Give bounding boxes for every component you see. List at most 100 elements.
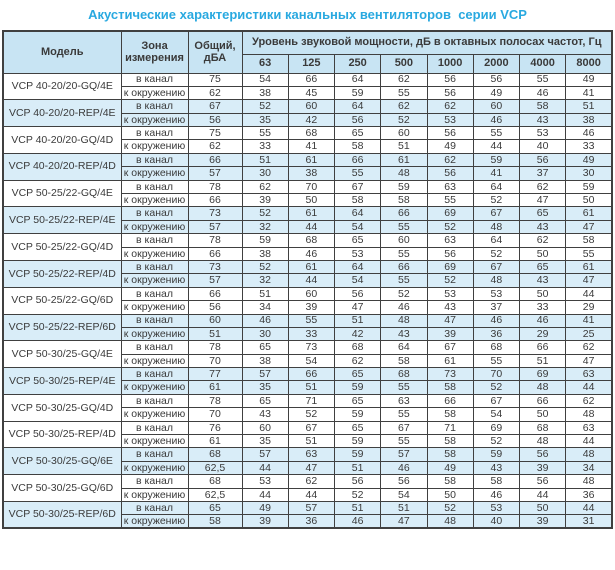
- band-250-cell: 65: [333, 393, 382, 409]
- band-8000-cell: 63: [565, 420, 613, 436]
- total-dba-cell: 62,5: [187, 487, 243, 503]
- band-500-cell: 48: [380, 166, 428, 181]
- band-250-cell: 46: [333, 514, 382, 529]
- band-8000-cell: 38: [565, 112, 613, 128]
- band-500-cell: 57: [380, 447, 428, 462]
- band-250-cell: 64: [333, 206, 382, 221]
- band-63-cell: 46: [241, 313, 289, 328]
- band-1000-cell: 56: [426, 72, 474, 87]
- band-4000-cell: 43: [518, 219, 567, 235]
- table-row: VCP 50-25/22-GQ/6D в канал 66 51 60 56 52 53 53 5…: [2, 286, 613, 315]
- band-4000-cell: 58: [518, 99, 567, 114]
- total-dba-cell: 56: [187, 112, 243, 128]
- model-name-cell: VCP 50-25/22-GQ/4E: [2, 179, 122, 208]
- table-row: к окружению 57 32 44 54 55 52 48 43 47: [3, 273, 613, 288]
- band-500-cell: 68: [380, 367, 428, 382]
- total-dba-cell: 61: [187, 380, 243, 395]
- measurement-zone-cell: к окружению: [120, 353, 189, 369]
- measurement-zone-cell: к окружению: [120, 380, 189, 395]
- band-8000-cell: 33: [565, 139, 613, 154]
- measurement-zone-cell: в канал: [120, 367, 189, 382]
- band-2000-cell: 64: [472, 233, 521, 248]
- band-1000-cell: 53: [426, 112, 474, 128]
- measurement-zone-cell: в канал: [120, 259, 189, 275]
- band-4000-cell: 29: [518, 326, 567, 342]
- total-dba-cell: 78: [187, 393, 243, 409]
- measurement-zone-cell: к окружению: [120, 326, 189, 342]
- band-4000-cell: 62: [518, 179, 567, 195]
- band-1000-cell: 49: [426, 460, 474, 476]
- band-250-cell: 54: [333, 273, 382, 288]
- band-125-cell: 51: [287, 380, 336, 395]
- total-dba-cell: 70: [187, 407, 243, 422]
- measurement-zone-cell: к окружению: [120, 219, 189, 235]
- frequency-header-row: 63 125 250 500 1000 2000 4000 8000: [3, 53, 613, 74]
- band-63-cell: 44: [241, 460, 289, 476]
- band-500-cell: 46: [380, 300, 428, 315]
- band-250-cell: 53: [333, 246, 382, 261]
- measurement-zone-cell: в канал: [120, 286, 189, 302]
- band-2000-cell: 46: [472, 313, 521, 328]
- band-125-cell: 47: [287, 460, 336, 476]
- band-250-cell: 58: [333, 193, 382, 208]
- band-250-cell: 67: [333, 179, 382, 195]
- band-500-cell: 55: [380, 407, 428, 422]
- band-1000-cell: 48: [426, 514, 474, 529]
- band-250-cell: 65: [333, 420, 382, 436]
- model-name-cell: VCP 40-20/20-GQ/4E: [2, 72, 122, 101]
- band-125-cell: 45: [287, 85, 336, 101]
- band-1000-cell: 63: [426, 233, 474, 248]
- band-63-cell: 32: [241, 219, 289, 235]
- model-name-cell: VCP 50-25/22-REP/4E: [2, 206, 122, 235]
- band-500-cell: 61: [380, 152, 428, 168]
- model-name-cell: VCP 40-20/20-GQ/4D: [2, 126, 122, 154]
- band-63-cell: 57: [241, 447, 289, 462]
- band-500-cell: 54: [380, 487, 428, 503]
- band-4000-cell: 55: [518, 72, 567, 87]
- table-row: VCP 50-25/22-REP/4D в канал 73 52 61 64 66 69 67…: [2, 259, 613, 288]
- band-63-cell: 59: [241, 233, 289, 248]
- band-2000-cell: 48: [472, 219, 521, 235]
- band-250-cell: 54: [333, 219, 382, 235]
- band-2000-cell: 53: [472, 500, 521, 516]
- band-63-cell: 51: [241, 152, 289, 168]
- band-2000-cell: 59: [472, 152, 521, 168]
- band-8000-cell: 41: [565, 85, 613, 101]
- band-63-cell: 38: [241, 246, 289, 261]
- table-header: Модель Зона измерения Общий, дБА Уровень…: [2, 30, 613, 74]
- measurement-zone-cell: в канал: [120, 72, 189, 87]
- measurement-zone-cell: в канал: [120, 206, 189, 221]
- band-250-cell: 59: [333, 380, 382, 395]
- measurement-zone-cell: к окружению: [120, 85, 189, 101]
- measurement-zone-cell: в канал: [120, 340, 189, 355]
- band-63-cell: 65: [241, 393, 289, 409]
- page-title: Акустические характеристики канальных ве…: [88, 7, 527, 22]
- band-2000-cell: 52: [472, 380, 521, 395]
- table-row: VCP 40-20/20-REP/4D в канал 66 51 61 66 61 62 59…: [2, 152, 613, 181]
- total-dba-cell: 56: [187, 300, 243, 315]
- band-250-cell: 65: [333, 233, 382, 248]
- total-dba-cell: 61: [187, 434, 243, 449]
- band-250-cell: 59: [333, 434, 382, 449]
- measurement-zone-cell: к окружению: [120, 300, 189, 315]
- band-125-cell: 41: [287, 139, 336, 154]
- band-1000-cell: 67: [426, 340, 474, 355]
- band-8000-cell: 51: [565, 99, 613, 114]
- band-500-cell: 52: [380, 112, 428, 128]
- band-63-cell: 34: [241, 300, 289, 315]
- table-row: VCP 50-25/22-GQ/4E в канал 78 62 70 67 59 63 64 6…: [2, 179, 613, 208]
- band-8000-cell: 44: [565, 286, 613, 302]
- table-body: VCP 40-20/20-GQ/4E в канал 75 54 66 64 62 56 56 5…: [2, 72, 613, 529]
- total-dba-cell: 78: [187, 233, 243, 248]
- band-1000-cell: 71: [426, 420, 474, 436]
- band-125-cell: 71: [287, 393, 336, 409]
- band-63-cell: 32: [241, 273, 289, 288]
- band-500-cell: 62: [380, 99, 428, 114]
- band-500-cell: 55: [380, 246, 428, 261]
- model-name-cell: VCP 50-30/25-REP/6D: [2, 501, 122, 529]
- band-500-cell: 59: [380, 179, 428, 195]
- table-row: VCP 40-20/20-GQ/4D в канал 75 55 68 65 60 56 55 5…: [2, 126, 613, 154]
- band-2000-cell: 46: [472, 487, 521, 503]
- band-500-cell: 60: [380, 233, 428, 248]
- measurement-zone-cell: к окружению: [120, 487, 189, 503]
